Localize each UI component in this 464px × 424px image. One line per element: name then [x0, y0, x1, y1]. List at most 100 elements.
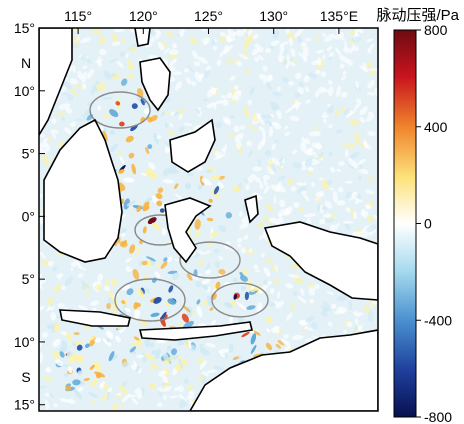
field-cell [213, 365, 225, 371]
field-cell [46, 297, 54, 307]
field-cell [328, 124, 333, 129]
field-cell [122, 177, 135, 183]
field-cell [238, 211, 243, 218]
field-cell [233, 85, 239, 91]
field-cell [72, 379, 81, 386]
land-borneo [43, 118, 123, 263]
field-cell [102, 114, 110, 119]
field-cell [349, 44, 356, 54]
field-cell [282, 48, 288, 57]
field-cell [172, 71, 182, 76]
field-cell [109, 290, 115, 302]
field-cell [357, 158, 366, 165]
field-cell [185, 77, 192, 85]
field-cell [164, 122, 169, 129]
field-cell [322, 213, 332, 219]
field-cell [126, 200, 136, 207]
field-cell [236, 90, 242, 96]
field-cell [245, 36, 250, 46]
field-cell [101, 393, 109, 401]
field-cell [250, 333, 257, 345]
field-cell [244, 68, 251, 74]
field-cell [329, 167, 336, 173]
field-cell [162, 167, 171, 176]
field-cell [253, 264, 259, 270]
field-cell [292, 290, 299, 296]
field-cell [99, 49, 107, 56]
field-cell [116, 60, 124, 68]
field-cell [102, 130, 108, 142]
field-cell [263, 185, 270, 195]
field-cell [97, 273, 104, 282]
field-cell [296, 182, 303, 186]
field-cell [300, 41, 307, 47]
field-cell [106, 302, 111, 310]
field-cell [338, 161, 345, 167]
field-cell [129, 346, 137, 353]
field-cell [309, 298, 315, 304]
field-cell [197, 357, 204, 364]
field-cell [214, 150, 222, 159]
field-cell [258, 233, 267, 240]
field-cell [367, 80, 376, 89]
field-cell [156, 200, 163, 207]
field-cell [59, 398, 70, 403]
land-indochina [39, 28, 73, 137]
field-cell [346, 142, 357, 150]
field-cell [243, 106, 250, 118]
field-cell [298, 52, 307, 61]
field-cell [77, 304, 89, 311]
field-cell [47, 260, 54, 267]
field-cell [289, 61, 296, 67]
field-cell [81, 83, 87, 90]
field-cell [147, 258, 152, 269]
field-cell [370, 299, 378, 305]
field-cell [90, 300, 99, 306]
field-cell [368, 176, 374, 182]
field-cell [228, 343, 234, 353]
field-cell [118, 169, 125, 174]
bathymetry-contour [114, 278, 186, 322]
field-cell [77, 70, 84, 80]
field-cell [65, 385, 72, 392]
field-cell [42, 137, 49, 143]
field-cell [50, 303, 54, 308]
field-cell [125, 53, 129, 58]
field-cell [276, 86, 281, 92]
field-cell [297, 85, 304, 95]
field-cell [241, 216, 251, 224]
field-cell [245, 33, 249, 38]
field-cell [300, 287, 305, 296]
field-cell [181, 313, 190, 323]
field-cell [52, 350, 60, 358]
field-cell [213, 186, 220, 195]
field-cell [263, 74, 273, 84]
field-cell [358, 168, 369, 174]
field-cell [284, 131, 290, 137]
field-cell [290, 48, 296, 57]
field-cell [365, 114, 375, 122]
field-cell [237, 355, 242, 360]
field-cell [302, 192, 310, 202]
y-label-south: S [21, 369, 30, 385]
field-cell [205, 269, 211, 275]
field-cell [155, 30, 161, 40]
field-cell [234, 185, 241, 192]
field-cell [266, 166, 275, 176]
field-cell [254, 176, 262, 184]
field-cell [136, 387, 142, 400]
field-cell [268, 302, 275, 307]
field-cell [48, 393, 55, 399]
map-panel [38, 27, 379, 412]
field-cell [86, 58, 93, 64]
field-cell [91, 29, 102, 35]
field-cell [168, 58, 177, 68]
field-cell [230, 115, 235, 119]
field-cell [205, 65, 211, 72]
field-cell [213, 99, 226, 105]
field-cell [119, 51, 126, 57]
field-cell [270, 287, 275, 294]
field-cell [168, 169, 180, 175]
field-cell [121, 361, 129, 368]
field-cell [218, 269, 226, 275]
